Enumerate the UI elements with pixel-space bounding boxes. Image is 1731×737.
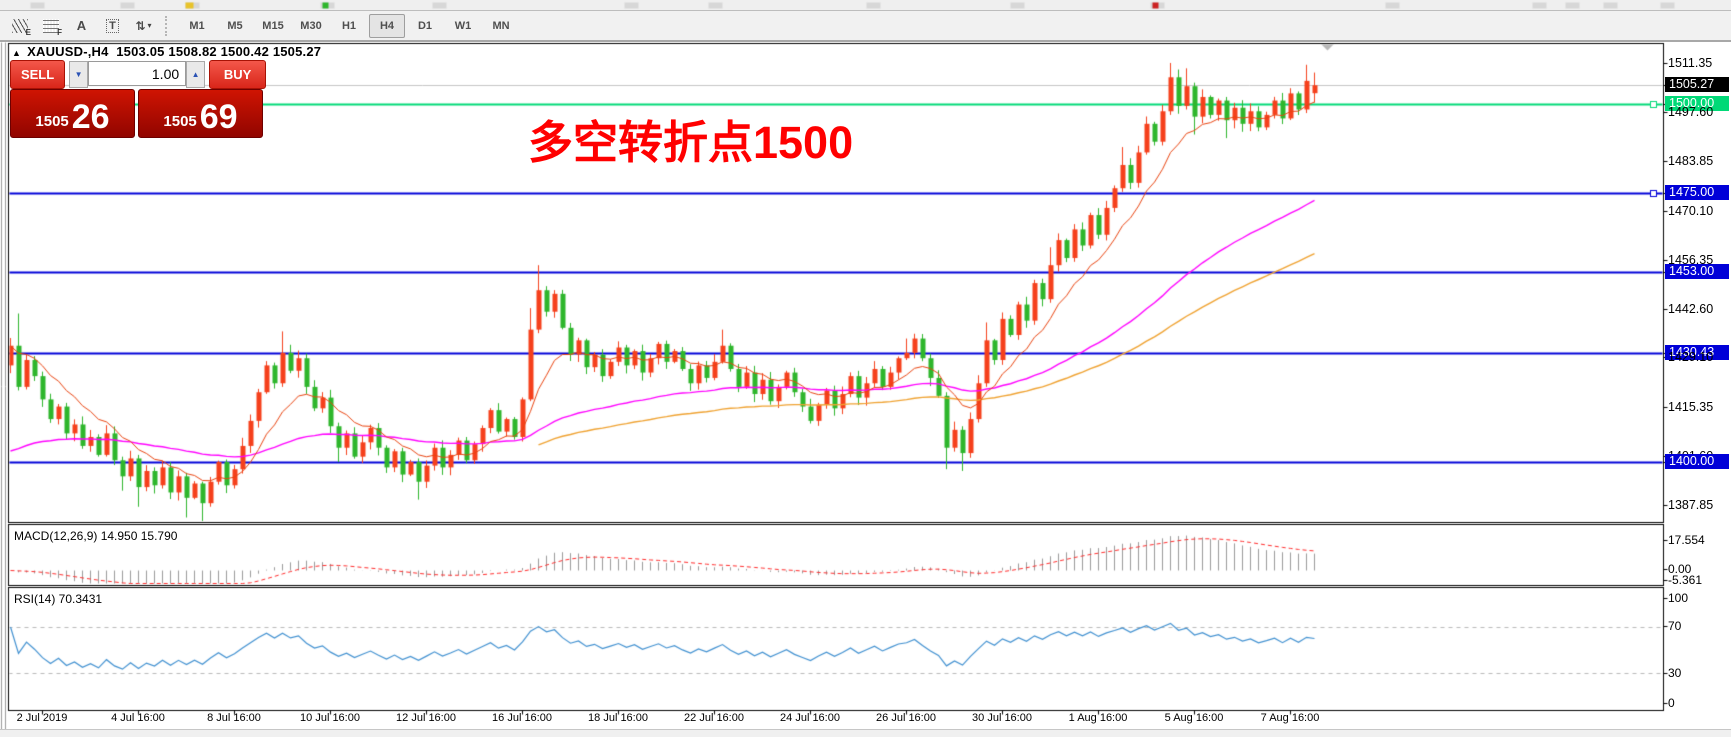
indicator-scale-label: 0 bbox=[1668, 696, 1675, 710]
title-ohlc: 1503.05 1508.82 1500.42 1505.27 bbox=[116, 44, 322, 59]
price-line-badge: 1430.43 bbox=[1665, 345, 1729, 360]
time-tick-label: 7 Aug 16:00 bbox=[1260, 712, 1320, 724]
price-line-badge: 1400.00 bbox=[1665, 454, 1729, 469]
time-tick-label: 12 Jul 16:00 bbox=[396, 712, 456, 724]
buy-price-major: 1505 bbox=[163, 113, 197, 130]
price-tick-label: 1483.85 bbox=[1668, 154, 1714, 168]
indicator-scale-label: 100 bbox=[1668, 591, 1689, 605]
volume-stepper: ▼ ▲ bbox=[69, 61, 206, 88]
price-line-badge: 1500.00 bbox=[1665, 96, 1729, 111]
time-tick-label: 22 Jul 16:00 bbox=[684, 712, 744, 724]
rsi-indicator-label: RSI(14) 70.3431 bbox=[14, 592, 103, 606]
sell-button[interactable]: SELL bbox=[10, 60, 66, 89]
indicator-scale-label: -5.361 bbox=[1668, 573, 1703, 587]
buy-price-pips: 69 bbox=[199, 98, 238, 136]
time-tick-label: 10 Jul 16:00 bbox=[300, 712, 360, 724]
buy-button[interactable]: BUY bbox=[209, 60, 266, 89]
time-tick-label: 30 Jul 16:00 bbox=[972, 712, 1032, 724]
time-tick-label: 2 Jul 2019 bbox=[16, 712, 68, 724]
price-tick-label: 1456.35 bbox=[1668, 253, 1714, 267]
time-tick-label: 5 Aug 16:00 bbox=[1164, 712, 1224, 724]
time-tick-label: 8 Jul 16:00 bbox=[207, 712, 261, 724]
time-tick-label: 18 Jul 16:00 bbox=[588, 712, 648, 724]
sell-price-panel[interactable]: 1505 26 bbox=[10, 89, 135, 138]
chart-title: ▲ XAUUSD-,H4 1503.05 1508.82 1500.42 1505… bbox=[12, 44, 321, 59]
indicator-scale-label: 30 bbox=[1668, 666, 1682, 680]
price-tick-label: 1429.10 bbox=[1668, 350, 1714, 364]
time-tick-label: 1 Aug 16:00 bbox=[1068, 712, 1128, 724]
price-line-badge: 1475.00 bbox=[1665, 185, 1729, 200]
time-tick-label: 26 Jul 16:00 bbox=[876, 712, 936, 724]
time-tick-label: 4 Jul 16:00 bbox=[111, 712, 165, 724]
price-tick-label: 1511.35 bbox=[1668, 56, 1713, 70]
sell-price-major: 1505 bbox=[35, 113, 69, 130]
indicator-scale-label: 17.554 bbox=[1668, 533, 1705, 547]
price-tick-label: 1470.10 bbox=[1668, 204, 1714, 218]
symbol-timeframe: XAUUSD-,H4 bbox=[27, 44, 109, 59]
one-click-trading-panel: SELL ▼ ▲ BUY 1505 26 1505 69 bbox=[10, 60, 266, 138]
price-tick-label: 1442.60 bbox=[1668, 302, 1714, 316]
time-tick-label: 24 Jul 16:00 bbox=[780, 712, 840, 724]
time-tick-label: 16 Jul 16:00 bbox=[492, 712, 552, 724]
price-tick-label: 1387.85 bbox=[1668, 498, 1714, 512]
sell-price-pips: 26 bbox=[71, 98, 110, 136]
price-line-badge: 1453.00 bbox=[1665, 264, 1729, 279]
indicator-scale-label: 70 bbox=[1668, 619, 1682, 633]
price-line-badge: 1505.27 bbox=[1665, 77, 1729, 92]
chart-text-annotation: 多空转折点1500 bbox=[528, 117, 854, 168]
price-tick-label: 1415.35 bbox=[1668, 400, 1714, 414]
window-bottom-strip bbox=[0, 729, 1731, 737]
collapse-panel-icon[interactable]: ▲ bbox=[12, 48, 22, 58]
price-tick-label: 1497.60 bbox=[1668, 105, 1714, 119]
macd-indicator-label: MACD(12,26,9) 14.950 15.790 bbox=[14, 529, 178, 543]
indicator-scale-label: 0.00 bbox=[1668, 562, 1692, 576]
volume-decrease-button[interactable]: ▼ bbox=[69, 61, 89, 88]
buy-price-panel[interactable]: 1505 69 bbox=[138, 89, 263, 138]
volume-increase-button[interactable]: ▲ bbox=[186, 61, 206, 88]
volume-input[interactable] bbox=[88, 61, 187, 86]
